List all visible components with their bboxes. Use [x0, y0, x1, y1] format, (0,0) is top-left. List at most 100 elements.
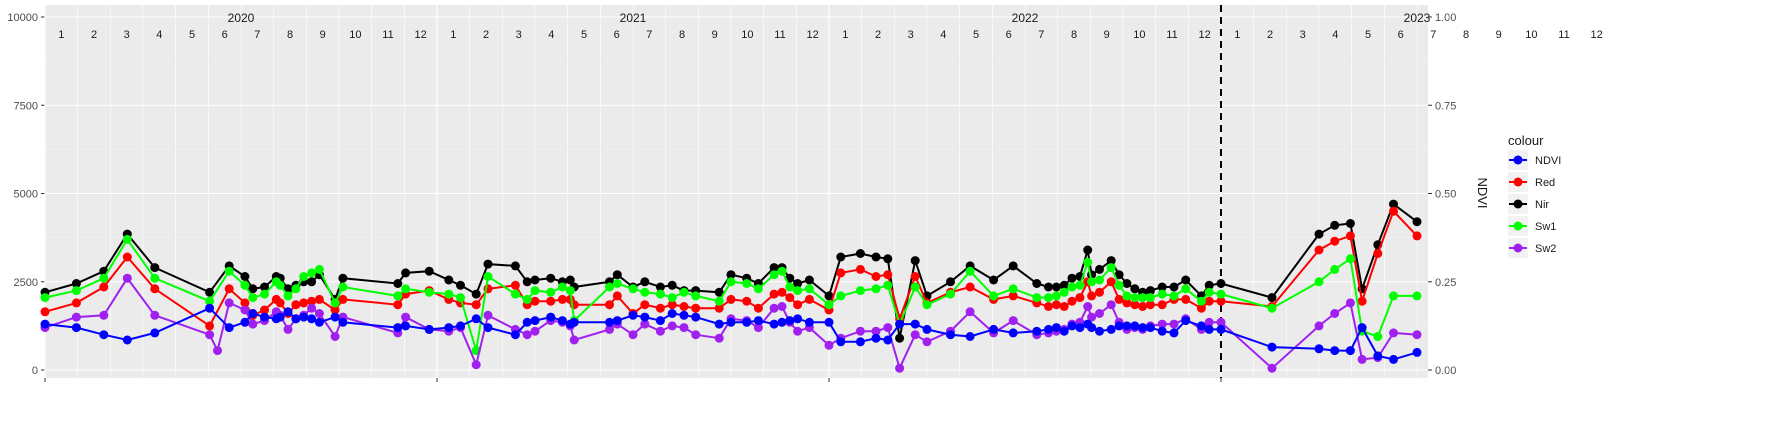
data-point-ndvi [1087, 323, 1097, 333]
y-tick-label: 7500 [14, 100, 38, 112]
data-point-sw1 [655, 289, 665, 299]
data-point-red [793, 300, 803, 310]
series-red [40, 206, 1422, 331]
data-point-red [224, 284, 234, 294]
data-point-sw1 [910, 282, 920, 292]
data-point-sw1 [1083, 257, 1093, 267]
data-point-sw1 [793, 286, 803, 296]
data-point-sw1 [785, 282, 795, 292]
data-point-red [883, 270, 893, 280]
data-point-sw1 [530, 286, 540, 296]
data-point-ndvi [910, 319, 920, 329]
data-point-sw2 [855, 326, 865, 336]
data-point-ndvi [205, 303, 215, 313]
data-point-sw1 [612, 279, 622, 288]
data-point-red [1204, 296, 1214, 306]
data-point-sw2 [691, 330, 701, 340]
data-point-sw2 [824, 340, 834, 350]
data-point-red [1138, 302, 1148, 311]
data-point-ndvi [393, 323, 403, 333]
data-point-sw2 [483, 310, 493, 320]
data-point-sw2 [793, 326, 803, 336]
data-point-ndvi [40, 319, 50, 329]
data-point-ndvi [1216, 324, 1226, 334]
data-point-red [330, 305, 340, 315]
data-point-red [122, 252, 132, 262]
month-label: 10 [741, 29, 753, 41]
month-label: 3 [1300, 29, 1306, 41]
data-point-ndvi [726, 317, 736, 327]
month-label: 2 [1267, 29, 1273, 41]
data-point-ndvi [1412, 347, 1422, 357]
month-label: 6 [1398, 29, 1404, 41]
data-point-nir [895, 333, 905, 343]
y-tick-label: 2500 [14, 277, 38, 289]
data-point-ndvi [895, 319, 905, 329]
data-point-sw1 [1389, 291, 1398, 301]
y2-tick-label: 0.25 [1435, 277, 1456, 289]
data-point-ndvi [1032, 326, 1042, 336]
data-point-sw2 [714, 333, 724, 343]
data-point-ndvi [1157, 326, 1167, 336]
data-point-ndvi [224, 323, 234, 333]
data-point-red [1345, 231, 1355, 241]
data-point-ndvi [330, 312, 340, 322]
data-point-red [557, 294, 567, 304]
data-point-sw1 [393, 291, 403, 301]
month-label: 8 [1463, 29, 1469, 41]
data-point-nir [1032, 279, 1042, 288]
month-label: 2 [483, 29, 489, 41]
data-point-sw2 [1330, 309, 1340, 318]
data-point-red [1389, 206, 1398, 216]
data-point-ndvi [1122, 321, 1132, 331]
y2-tick-label: 0.75 [1435, 100, 1456, 112]
data-point-sw1 [291, 284, 301, 294]
data-point-ndvi [965, 332, 975, 341]
data-point-nir [1169, 282, 1179, 292]
data-point-sw2 [530, 326, 540, 336]
month-label: 6 [222, 29, 228, 41]
data-point-ndvi [510, 330, 520, 340]
month-label: 5 [581, 29, 587, 41]
legend-label: Sw1 [1535, 221, 1556, 233]
data-point-nir [240, 272, 250, 281]
data-point-sw1 [71, 286, 81, 296]
data-point-sw1 [1114, 280, 1124, 290]
data-point-sw2 [910, 330, 920, 340]
data-point-ndvi [855, 337, 865, 347]
data-point-nir [1059, 280, 1069, 290]
data-point-sw2 [1087, 312, 1097, 322]
data-point-sw2 [1083, 302, 1093, 311]
data-point-ndvi [1345, 346, 1355, 356]
legend-key-point [1513, 155, 1523, 165]
month-label: 11 [1166, 29, 1177, 41]
data-point-sw1 [726, 277, 736, 287]
data-point-ndvi [240, 317, 250, 327]
data-point-sw2 [150, 310, 160, 320]
data-point-sw2 [401, 312, 411, 322]
data-point-red [679, 302, 689, 311]
data-point-nir [1122, 279, 1132, 288]
data-point-ndvi [1373, 351, 1383, 361]
data-point-ndvi [314, 317, 324, 327]
data-point-nir [1157, 282, 1167, 292]
month-label: 12 [415, 29, 427, 41]
data-point-sw1 [483, 272, 493, 281]
data-point-sw1 [667, 293, 677, 303]
data-point-ndvi [883, 335, 893, 345]
data-point-ndvi [655, 316, 665, 326]
data-point-sw2 [522, 330, 532, 340]
data-point-ndvi [424, 324, 434, 334]
year-label: 2021 [620, 11, 647, 25]
data-point-ndvi [291, 314, 301, 324]
data-point-nir [205, 287, 215, 297]
data-point-red [753, 303, 763, 313]
legend-key-point [1513, 177, 1523, 187]
year-label: 2023 [1404, 11, 1431, 25]
month-label: 3 [124, 29, 130, 41]
data-point-sw2 [71, 312, 81, 322]
data-point-ndvi [1106, 324, 1116, 334]
data-point-red [1145, 300, 1155, 310]
data-point-red [546, 296, 556, 306]
